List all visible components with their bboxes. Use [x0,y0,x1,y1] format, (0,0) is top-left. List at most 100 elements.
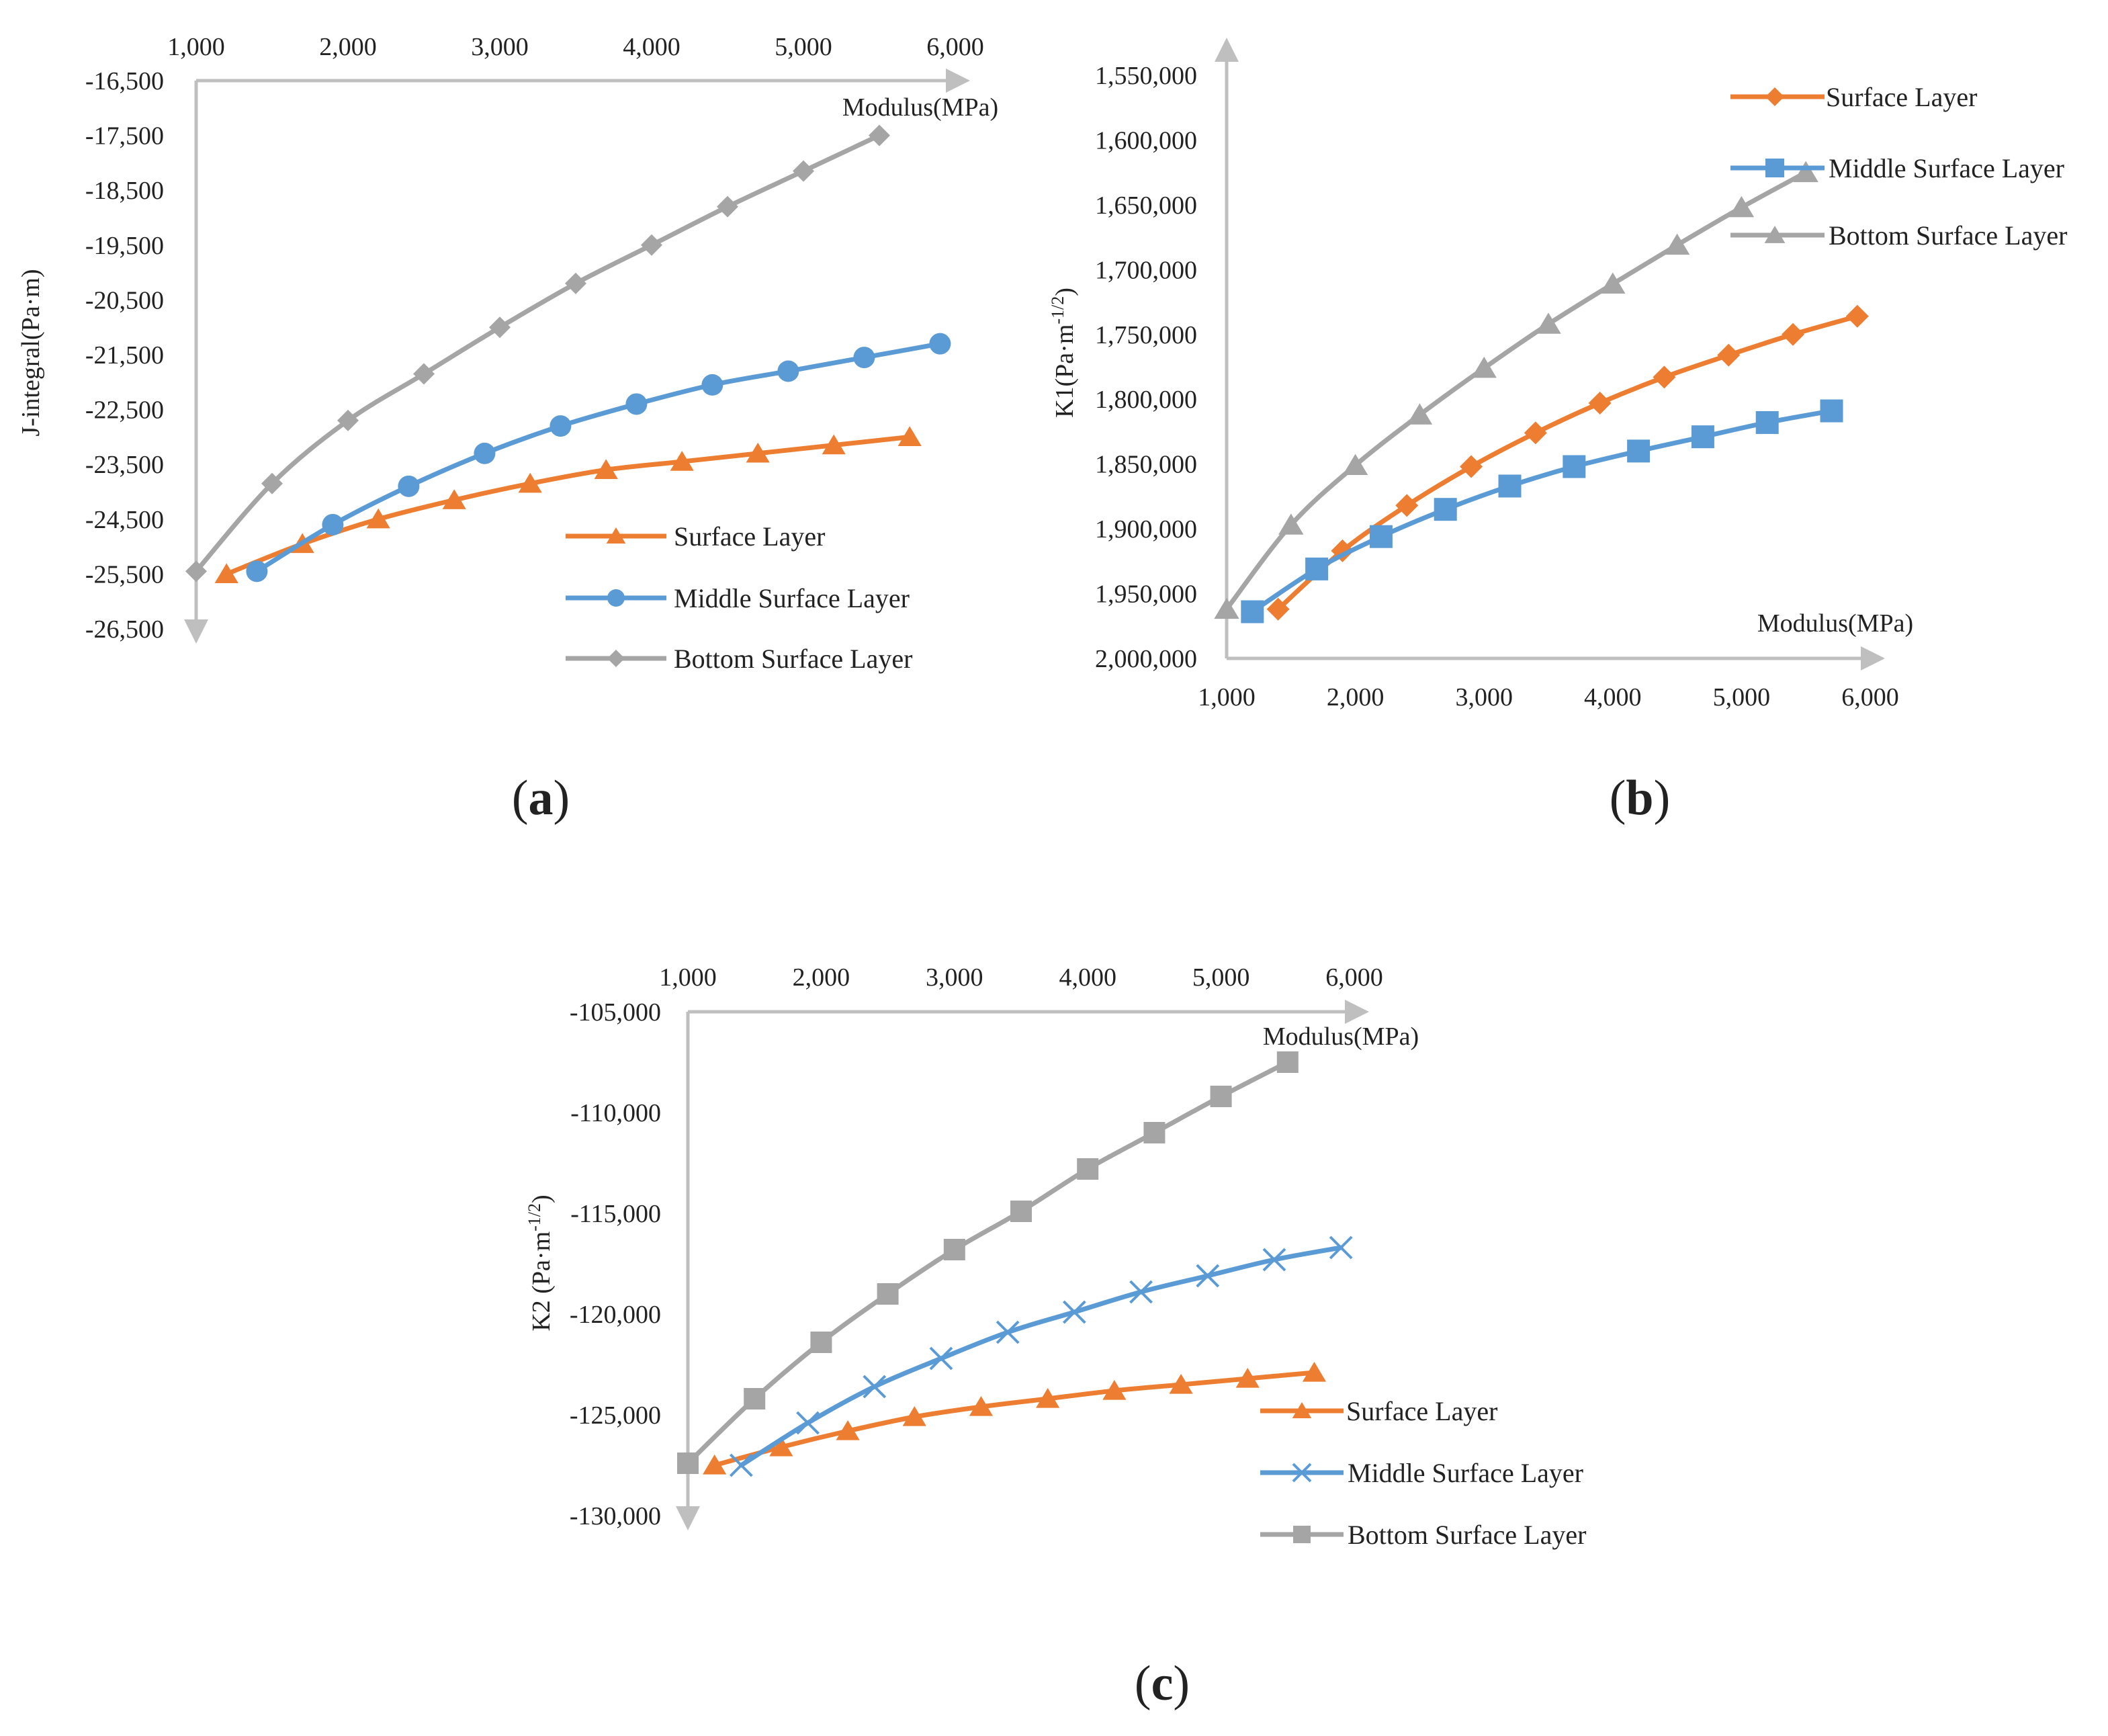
legend-marker-shape-bottom-surface-layer-c [1293,1526,1311,1543]
x-tick-label-b: 4,000 [1584,683,1642,711]
data-point-bottom-surface-layer-a [413,363,435,385]
data-point-bottom-surface-layer-c [1210,1086,1232,1107]
x-tick-label-b: 1,000 [1198,683,1256,711]
panel-c: 1,000 2,000 3,000 4,000 5,000 6,000 -105,000 -1… [525,963,1586,1711]
x-tick-label-c: 2,000 [793,963,850,992]
data-point-middle-surface-layer-a [550,415,572,437]
data-point-surface-layer-c [1235,1368,1260,1388]
data-point-bottom-surface-layer-c [677,1452,699,1474]
legend-item-bottom-surface-layer-c: Bottom Surface Layer [1260,1520,1586,1550]
y-tick-label-a: -26,500 [85,615,164,644]
data-point-surface-layer-c [969,1396,994,1416]
x-axis-arrow-a [946,69,970,93]
y-axis-title-b: K1(Pa·m-1/2) [1048,288,1079,418]
series-line-bottom-surface-layer-a [193,133,882,574]
data-point-surface-layer-c [902,1406,926,1426]
data-point-middle-surface-layer-a [853,347,875,369]
data-point-surface-layer-c [1302,1362,1327,1382]
data-point-middle-surface-layer-c [1329,1235,1353,1260]
data-point-surface-layer-c [1102,1380,1127,1400]
data-point-middle-surface-layer-c [1129,1280,1153,1304]
series-line-middle-surface-layer-b [1249,408,1835,615]
data-point-surface-layer-b [1460,455,1483,478]
data-point-middle-surface-layer-a [625,393,648,415]
x-tick-label-c: 4,000 [1059,963,1116,992]
x-tick-label-a: 1,000 [167,33,225,61]
data-point-surface-layer-a [746,442,770,463]
x-tick-label-c: 1,000 [659,963,717,992]
legend-label-bottom-surface-layer-c: Bottom Surface Layer [1348,1520,1586,1550]
legend-item-middle-surface-layer-b: Middle Surface Layer [1730,153,2064,183]
y-tick-label-b: 2,000,000 [1095,645,1197,673]
data-point-bottom-surface-layer-b [1664,233,1690,255]
y-tick-label-a: -23,500 [85,451,164,479]
y-tick-label-b: 1,750,000 [1095,321,1197,349]
data-point-middle-surface-layer-c [729,1453,753,1477]
data-point-bottom-surface-layer-b [1600,272,1626,294]
data-point-bottom-surface-layer-c [1143,1122,1166,1143]
x-tick-label-c: 5,000 [1192,963,1250,992]
data-point-bottom-surface-layer-a [869,124,890,146]
y-axis-arrow-c [676,1506,700,1530]
data-point-surface-layer-b [1782,322,1805,346]
legend-label-middle-surface-layer-c: Middle Surface Layer [1348,1458,1583,1488]
legend-marker-shape-middle-surface-layer-c [1292,1463,1312,1483]
x-axis-title-b: Modulus(MPa) [1757,609,1913,638]
legend-item-surface-layer-a: Surface Layer [566,521,825,552]
y-tick-label-b: 1,800,000 [1095,386,1197,414]
y-tick-label-b: 1,900,000 [1095,515,1197,544]
x-axis-arrow-b [1861,646,1885,670]
panel-label-a: (a) [512,771,570,826]
y-tick-label-c: -115,000 [570,1200,661,1228]
data-point-surface-layer-a [897,426,922,446]
data-point-surface-layer-c [836,1420,860,1440]
legend-label-bottom-surface-layer-a: Bottom Surface Layer [674,644,912,674]
x-tick-label-b: 6,000 [1841,683,1899,711]
legend-marker-shape-bottom-surface-layer-b [1764,226,1786,243]
data-point-middle-surface-layer-a [474,442,496,464]
y-tick-label-c: -105,000 [570,998,661,1027]
legend-item-bottom-surface-layer-a: Bottom Surface Layer [566,644,912,674]
legend-item-surface-layer-b: Surface Layer [1730,82,1977,112]
legend-marker-surface-layer-b [1765,87,1784,106]
panel-c-plot [676,1000,1369,1530]
legend-b: Surface Layer Middle Surface Layer Botto… [1730,82,2067,251]
data-point-surface-layer-c [1036,1388,1060,1408]
series-line-middle-surface-layer-c [738,1245,1344,1468]
x-tick-label-b: 2,000 [1327,683,1385,711]
data-point-bottom-surface-layer-a [565,272,586,294]
data-point-surface-layer-b [1524,421,1547,445]
panel-a-ticks: 1,000 2,000 3,000 4,000 5,000 6,000 -16,500 -17… [85,33,984,644]
y-tick-label-b: 1,600,000 [1095,126,1197,155]
y-tick-label-b: 1,950,000 [1095,580,1197,609]
x-tick-label-a: 5,000 [775,33,832,61]
series-line-bottom-surface-layer-c [685,1059,1290,1466]
x-axis-arrow-c [1345,1000,1369,1024]
legend-item-bottom-surface-layer-b: Bottom Surface Layer [1730,220,2067,251]
x-axis-title-a: Modulus(MPa) [842,93,998,122]
data-point-surface-layer-b [1717,343,1741,367]
data-point-middle-surface-layer-c [863,1375,887,1399]
series-line-surface-layer-b [1276,314,1860,612]
x-tick-label-a: 4,000 [623,33,680,61]
series-line-surface-layer-c [712,1370,1317,1468]
data-point-middle-surface-layer-b [1755,410,1779,434]
data-point-surface-layer-b [1588,392,1612,415]
legend-marker-bottom-surface-layer-b [1764,226,1786,243]
panel-b: 1,000 2,000 3,000 4,000 5,000 6,000 1,550,000 1… [1048,38,2067,826]
legend-marker-middle-surface-layer-c [1292,1463,1312,1483]
data-point-middle-surface-layer-a [246,560,268,582]
data-point-surface-layer-a [214,563,238,583]
x-tick-label-c: 3,000 [926,963,983,992]
y-tick-label-a: -18,500 [85,177,164,205]
data-point-surface-layer-a [594,459,618,479]
data-point-middle-surface-layer-c [996,1320,1020,1344]
series-line-middle-surface-layer-a [254,341,942,574]
legend-marker-surface-layer-a [606,527,626,544]
data-point-middle-surface-layer-a [398,475,420,497]
x-axis-title-c: Modulus(MPa) [1263,1023,1419,1051]
x-tick-label-a: 6,000 [926,33,984,61]
legend-label-surface-layer-c: Surface Layer [1346,1396,1497,1426]
data-point-surface-layer-a [366,508,390,529]
legend-marker-shape-middle-surface-layer-a [607,589,625,607]
